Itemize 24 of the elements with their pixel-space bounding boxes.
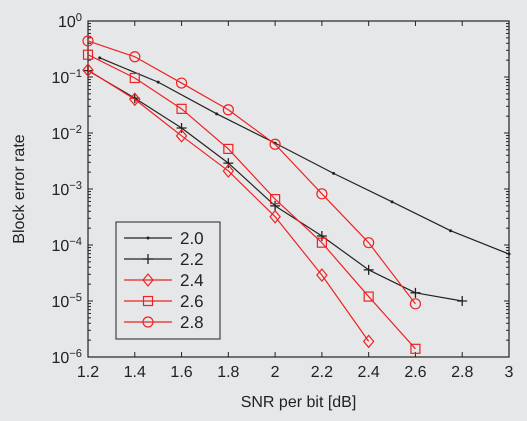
y-tick-label: 10$^{0}$ bbox=[58, 12, 82, 31]
y-tick-label: 10$^{−2}$ bbox=[51, 124, 82, 143]
legend-label: 2.0 bbox=[180, 229, 204, 248]
x-tick-label: 2.4 bbox=[358, 364, 380, 381]
y-tick-label: 10$^{−6}$ bbox=[51, 348, 82, 367]
x-axis-title: SNR per bit [dB] bbox=[240, 394, 356, 411]
x-tick-label: 1.2 bbox=[76, 364, 100, 381]
x-tick-label: 3 bbox=[504, 364, 514, 381]
legend-label: 2.6 bbox=[180, 292, 204, 311]
legend-label: 2.2 bbox=[180, 250, 204, 269]
legend-label: 2.8 bbox=[180, 313, 204, 332]
legend-label: 2.4 bbox=[180, 271, 204, 290]
y-axis-title: Block error rate bbox=[11, 134, 28, 244]
y-tick-label: 10$^{−4}$ bbox=[51, 236, 82, 255]
x-tick-label: 2.2 bbox=[310, 364, 334, 381]
y-tick-label: 10$^{−5}$ bbox=[51, 292, 82, 311]
y-tick-label: 10$^{−3}$ bbox=[51, 180, 82, 199]
x-tick-label: 2.6 bbox=[404, 364, 427, 381]
x-tick-label: 1.6 bbox=[170, 364, 193, 381]
y-tick-label: 10$^{−1}$ bbox=[51, 68, 82, 87]
x-tick-label: 1.4 bbox=[124, 364, 146, 381]
x-tick-label: 2.8 bbox=[451, 364, 474, 381]
x-tick-label: 2 bbox=[270, 364, 280, 381]
x-tick-label: 1.8 bbox=[217, 364, 240, 381]
